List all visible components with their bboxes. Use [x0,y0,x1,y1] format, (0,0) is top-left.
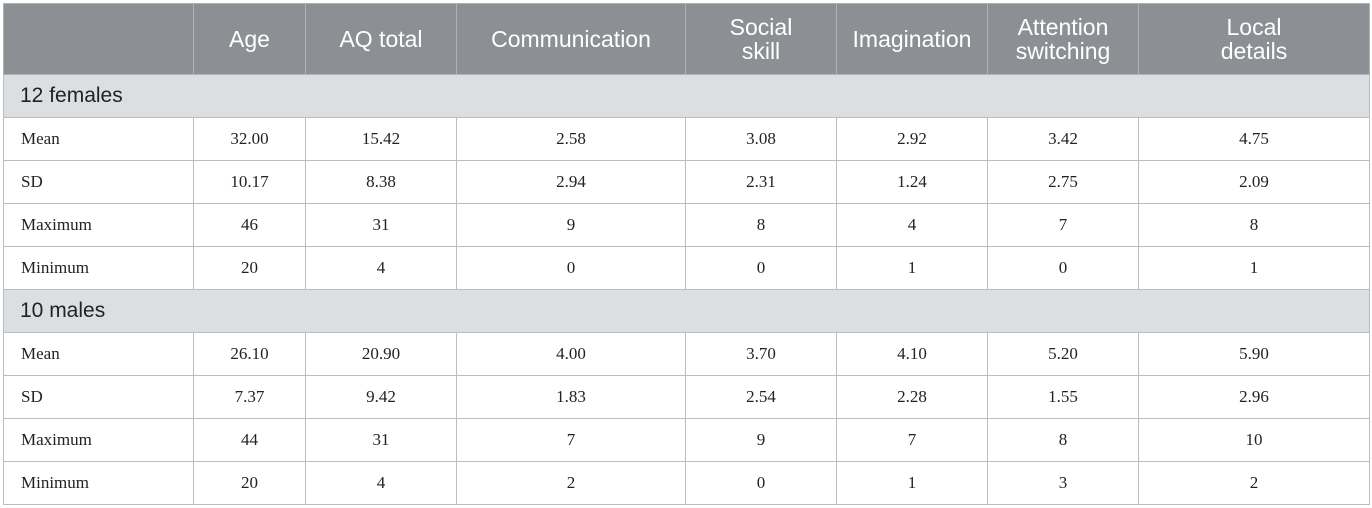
header-line: Attention [1017,14,1109,40]
group-label: 10 males [3,289,1370,333]
table-cell: 2.94 [456,160,686,204]
table-cell: 5.20 [987,332,1139,376]
table-body: 12 females Mean 32.00 15.42 2.58 3.08 2.92 3.42… [3,74,1370,505]
row-stat-label: Minimum [3,461,194,505]
table-cell: 7 [456,418,686,462]
row-stat-label: Minimum [3,246,194,290]
table-cell: 2 [1138,461,1370,505]
table-cell: 1.24 [836,160,988,204]
table-cell: 1 [836,246,988,290]
table-cell: 31 [305,203,457,247]
table-row: SD 7.37 9.42 1.83 2.54 2.28 1.55 2.96 [3,375,1370,419]
header-imagination: Imagination [836,3,988,75]
table-cell: 20 [193,246,306,290]
group-row: 12 females [3,74,1370,118]
header-social-skill: Social skill [685,3,837,75]
table-cell: 8 [685,203,837,247]
table-cell: 2.75 [987,160,1139,204]
table-cell: 7 [836,418,988,462]
table-cell: 9 [456,203,686,247]
header-line: details [1220,38,1288,64]
table-row: Mean 26.10 20.90 4.00 3.70 4.10 5.20 5.90 [3,332,1370,376]
table-cell: 4.10 [836,332,988,376]
row-stat-label: Mean [3,117,194,161]
header-row: Age AQ total Communication Social skill … [3,3,1370,75]
header-line: switching [1015,38,1111,64]
table-cell: 46 [193,203,306,247]
table-cell: 2.09 [1138,160,1370,204]
table-cell: 1 [1138,246,1370,290]
header-age: Age [193,3,306,75]
table-cell: 1.55 [987,375,1139,419]
table-row: Minimum 20 4 2 0 1 3 2 [3,461,1370,505]
table-cell: 10.17 [193,160,306,204]
table-cell: 3 [987,461,1139,505]
group-row: 10 males [3,289,1370,333]
table-cell: 4 [836,203,988,247]
table-cell: 15.42 [305,117,457,161]
table-cell: 20 [193,461,306,505]
table-cell: 0 [987,246,1139,290]
header-line: Social [729,14,793,40]
table-cell: 7 [987,203,1139,247]
table-cell: 26.10 [193,332,306,376]
table-cell: 8 [987,418,1139,462]
row-stat-label: SD [3,375,194,419]
table-cell: 2 [456,461,686,505]
table-cell: 4.75 [1138,117,1370,161]
header-line: skill [741,38,781,64]
header-communication: Communication [456,3,686,75]
header-empty-cell [3,3,194,75]
table-row: Mean 32.00 15.42 2.58 3.08 2.92 3.42 4.75 [3,117,1370,161]
table-cell: 2.92 [836,117,988,161]
header-attention-switching: Attention switching [987,3,1139,75]
header-aq-total: AQ total [305,3,457,75]
table-cell: 0 [456,246,686,290]
table-cell: 20.90 [305,332,457,376]
table-cell: 3.08 [685,117,837,161]
table-row: Minimum 20 4 0 0 1 0 1 [3,246,1370,290]
row-stat-label: Maximum [3,203,194,247]
table-cell: 31 [305,418,457,462]
table-cell: 2.28 [836,375,988,419]
table-cell: 9.42 [305,375,457,419]
row-stat-label: Mean [3,332,194,376]
table-cell: 2.58 [456,117,686,161]
table-cell: 2.31 [685,160,837,204]
group-label: 12 females [3,74,1370,118]
table-cell: 2.54 [685,375,837,419]
table-cell: 8.38 [305,160,457,204]
table-row: SD 10.17 8.38 2.94 2.31 1.24 2.75 2.09 [3,160,1370,204]
table-cell: 5.90 [1138,332,1370,376]
table-cell: 0 [685,246,837,290]
row-stat-label: SD [3,160,194,204]
table-cell: 4.00 [456,332,686,376]
table-cell: 0 [685,461,837,505]
table-row: Maximum 44 31 7 9 7 8 10 [3,418,1370,462]
table-cell: 44 [193,418,306,462]
table-cell: 4 [305,246,457,290]
table-cell: 9 [685,418,837,462]
table-cell: 4 [305,461,457,505]
table-cell: 7.37 [193,375,306,419]
aq-statistics-table: Age AQ total Communication Social skill … [3,3,1370,505]
table-cell: 8 [1138,203,1370,247]
table-cell: 3.42 [987,117,1139,161]
table-cell: 3.70 [685,332,837,376]
table-cell: 2.96 [1138,375,1370,419]
header-line: Local [1226,14,1282,40]
table-cell: 32.00 [193,117,306,161]
table-cell: 10 [1138,418,1370,462]
row-stat-label: Maximum [3,418,194,462]
table-cell: 1.83 [456,375,686,419]
table-cell: 1 [836,461,988,505]
header-local-details: Local details [1138,3,1370,75]
table-row: Maximum 46 31 9 8 4 7 8 [3,203,1370,247]
